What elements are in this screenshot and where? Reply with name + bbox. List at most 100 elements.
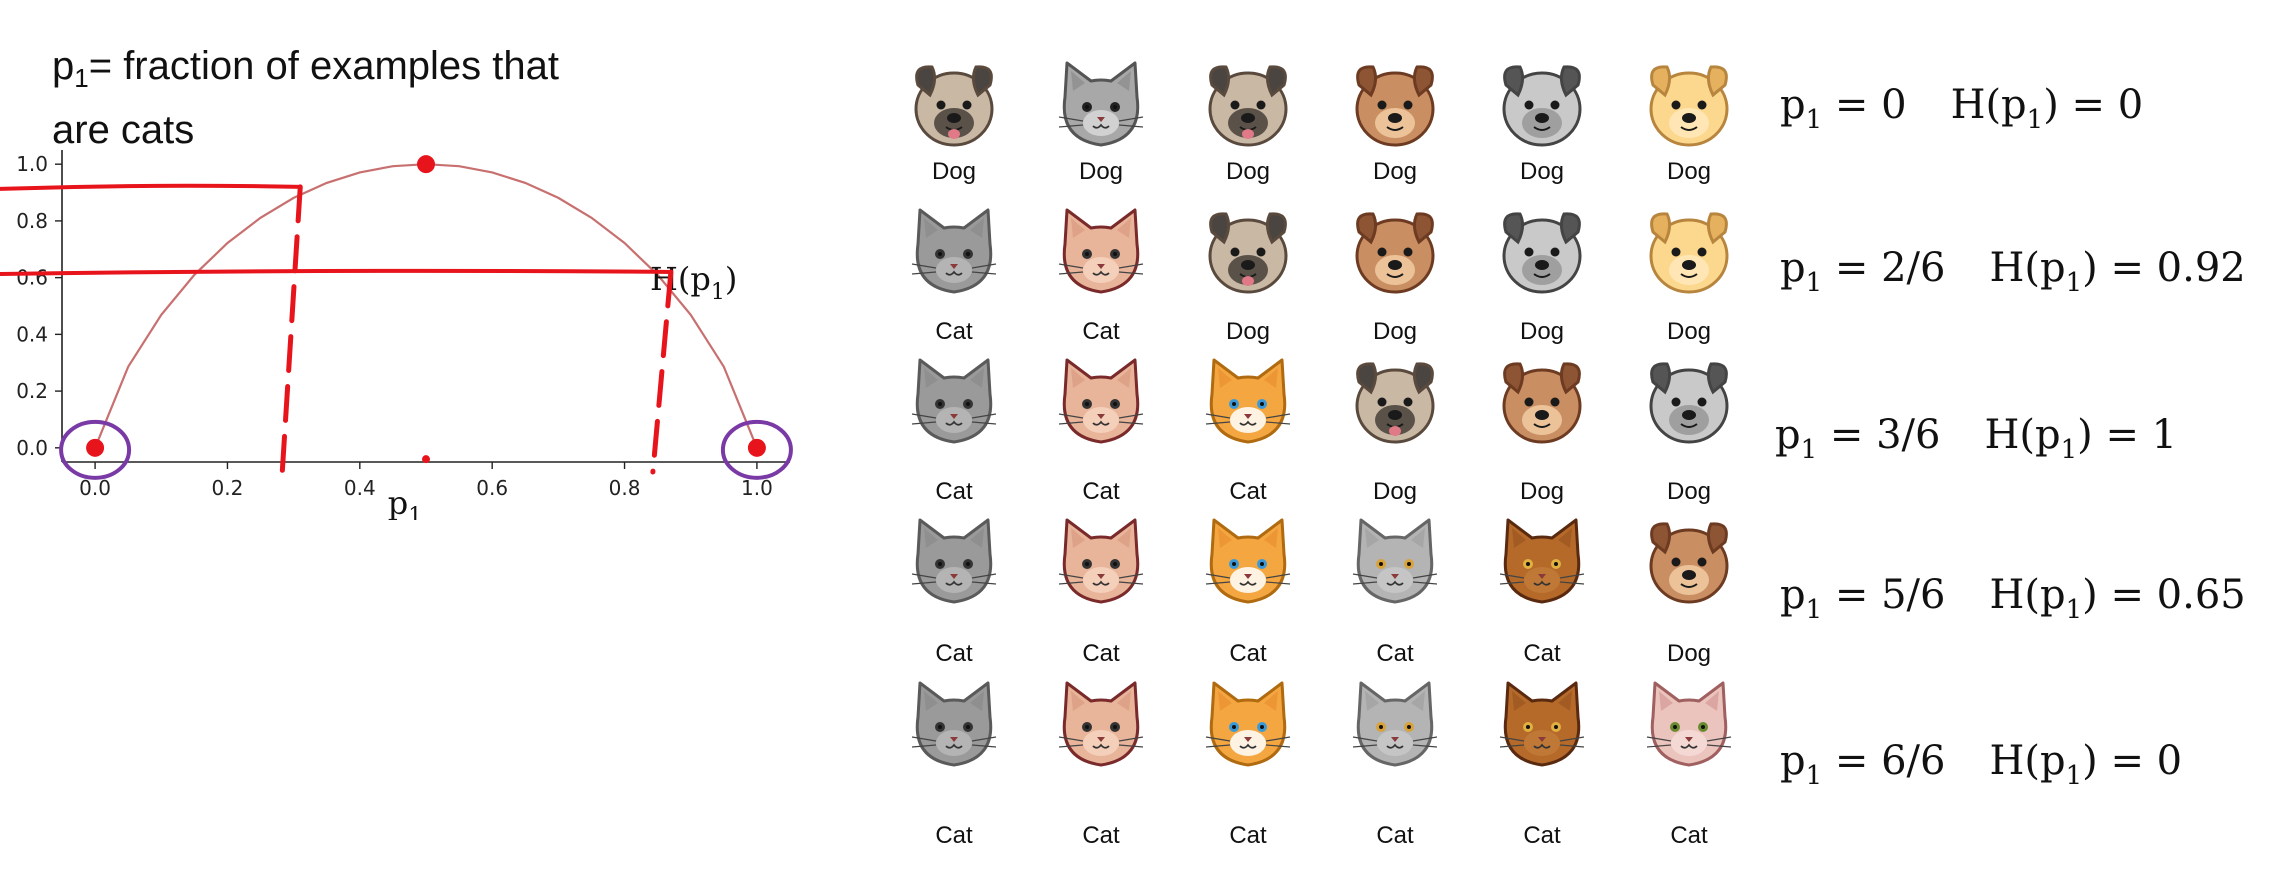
annotation-horizontal-line — [0, 183, 303, 191]
x-tick-label: 0.0 — [79, 476, 111, 500]
definition-text: p1= fraction of examples that are cats — [52, 40, 772, 156]
yellow-dog-icon — [1649, 212, 1729, 294]
annotation-dashed-line — [650, 269, 674, 475]
animal-label: Dog — [1078, 158, 1124, 185]
animal-label: Cat — [935, 822, 973, 849]
entropy-equation: p1 = 5/6 H(p1) = 0.65 — [1780, 572, 2246, 625]
annotation-dot — [422, 455, 430, 464]
annotation-dot — [86, 438, 105, 457]
entropy-equation: p1 = 6/6 H(p1) = 0 — [1780, 738, 2182, 791]
equation-h-func: H(p — [1984, 412, 2061, 458]
annotation-dashed-line — [279, 184, 303, 475]
brown-cat-icon — [1499, 518, 1585, 604]
equation-h-func: H(p — [1950, 82, 2027, 128]
yellow-dog-icon — [1649, 65, 1729, 147]
pug-icon — [1208, 65, 1288, 147]
equation-p-subscript: 1 — [1805, 105, 1823, 135]
animal-label: Dog — [1519, 318, 1565, 345]
entropy-equation: p1 = 0 H(p1) = 0 — [1780, 82, 2143, 135]
equation-h-value: ) = 0.65 — [2082, 572, 2246, 618]
entropy-chart: 0.0 0.2 0.4 0.6 0.8 1.0 0.0 0.2 0.4 0.6 0.8 1.0 p1 H(… — [0, 150, 793, 520]
equation-p-var: p — [1780, 245, 1806, 291]
animal-label: Cat — [1229, 478, 1267, 505]
brown-dog-icon — [1502, 362, 1582, 444]
pink-tabby-cat-icon — [1646, 681, 1732, 767]
animal-label: Dog — [1372, 318, 1418, 345]
equation-p-subscript: 1 — [1805, 268, 1823, 298]
equation-h-subscript: 1 — [2065, 761, 2083, 791]
gray-cat-eyes-icon — [1352, 518, 1438, 604]
equation-h-func: H(p — [1989, 572, 2066, 618]
x-tick-label: 0.6 — [476, 476, 508, 500]
animal-label: Cat — [935, 318, 973, 345]
equation-h-subscript: 1 — [2026, 105, 2044, 135]
equation-p-subscript: 1 — [1800, 435, 1818, 465]
x-tick-label: 0.4 — [344, 476, 376, 500]
animal-label: Cat — [1082, 478, 1120, 505]
definition-text-line-2: are cats — [52, 108, 195, 152]
entropy-equation: p1 = 3/6 H(p1) = 1 — [1775, 412, 2177, 465]
gray-cat-smile-icon — [911, 518, 997, 604]
annotation-dot — [747, 438, 766, 457]
animal-label: Cat — [1376, 822, 1414, 849]
equation-p-value: = 0 — [1822, 82, 1907, 128]
brown-dog-icon — [1355, 212, 1435, 294]
equation-p-var: p — [1780, 738, 1806, 784]
definition-variable: p — [52, 44, 75, 88]
equation-h-func: H(p — [1989, 245, 2066, 291]
orange-cat-icon — [1205, 518, 1291, 604]
gray-dog-icon — [1649, 362, 1729, 444]
orange-cat-icon — [1205, 358, 1291, 444]
gray-dog-icon — [1502, 212, 1582, 294]
definition-text-line-1: = fraction of examples that — [88, 44, 559, 88]
equation-h-subscript: 1 — [2065, 268, 2083, 298]
animal-label: Dog — [1225, 158, 1271, 185]
animal-label: Cat — [935, 640, 973, 667]
equation-p-value: = 2/6 — [1822, 245, 1946, 291]
gray-cat-smile-icon — [911, 358, 997, 444]
equation-h-subscript: 1 — [2060, 435, 2078, 465]
equation-p-subscript: 1 — [1805, 595, 1823, 625]
y-tick-label: 0.0 — [16, 436, 48, 460]
brown-dog-icon — [1355, 65, 1435, 147]
animal-label: Cat — [1229, 640, 1267, 667]
animal-label: Dog — [1666, 158, 1712, 185]
brown-cat-icon — [1499, 681, 1585, 767]
pink-cat-icon — [1058, 358, 1144, 444]
equation-h-func: H(p — [1989, 738, 2066, 784]
animal-label: Cat — [1229, 822, 1267, 849]
annotation-dot — [417, 155, 435, 174]
equation-h-value: ) = 0 — [2082, 738, 2183, 784]
equation-p-subscript: 1 — [1805, 761, 1823, 791]
gray-cat-eyes-icon — [1352, 681, 1438, 767]
equation-h-value: ) = 0 — [2043, 82, 2144, 128]
animal-label: Dog — [931, 158, 977, 185]
animal-label: Dog — [1225, 318, 1271, 345]
equation-h-subscript: 1 — [2065, 595, 2083, 625]
curve-label: H(p1) — [650, 260, 737, 305]
y-tick-label: 1.0 — [16, 152, 48, 176]
animal-label: Cat — [1523, 640, 1561, 667]
gray-cat-icon — [1058, 61, 1144, 147]
equation-p-value: = 5/6 — [1822, 572, 1946, 618]
pink-cat-icon — [1058, 518, 1144, 604]
gray-cat-smile-icon — [911, 681, 997, 767]
equation-p-var: p — [1780, 572, 1806, 618]
animal-label: Cat — [1082, 640, 1120, 667]
pink-cat-icon — [1058, 681, 1144, 767]
animal-label: Dog — [1519, 158, 1565, 185]
pug-icon — [1355, 362, 1435, 444]
animal-label: Cat — [1376, 640, 1414, 667]
animal-label: Dog — [1666, 640, 1712, 667]
pug-icon — [1208, 212, 1288, 294]
animal-label: Cat — [1670, 822, 1708, 849]
animal-label: Cat — [1082, 822, 1120, 849]
animal-label: Dog — [1666, 318, 1712, 345]
equation-h-value: ) = 0.92 — [2082, 245, 2246, 291]
x-axis-label: p1 — [388, 484, 422, 520]
pink-cat-icon — [1058, 208, 1144, 294]
animal-label: Cat — [1523, 822, 1561, 849]
y-tick-label: 0.8 — [16, 209, 48, 233]
x-tick-label: 1.0 — [741, 476, 773, 500]
y-tick-label: 0.4 — [16, 322, 48, 346]
